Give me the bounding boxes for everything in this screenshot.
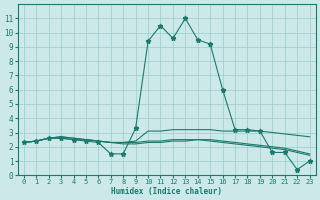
X-axis label: Humidex (Indice chaleur): Humidex (Indice chaleur): [111, 187, 222, 196]
